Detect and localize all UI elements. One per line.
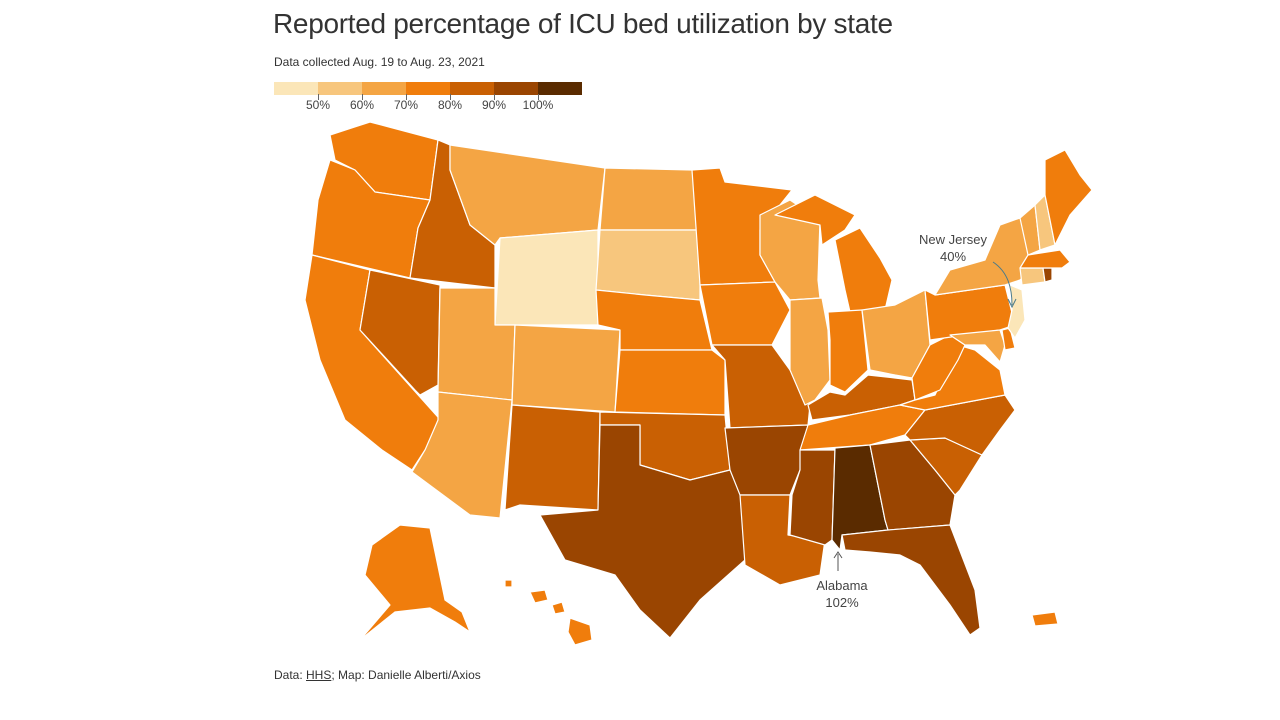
state-rhode-island[interactable] <box>1042 267 1053 283</box>
legend-swatch <box>538 82 582 95</box>
legend-swatch <box>450 82 494 95</box>
arrow-up-icon <box>833 551 843 559</box>
legend-swatch <box>362 82 406 95</box>
annotation-alabama-name: Alabama <box>816 578 868 593</box>
state-florida[interactable] <box>841 524 981 636</box>
state-delaware[interactable] <box>1001 327 1016 351</box>
state-maryland[interactable] <box>949 329 1006 363</box>
legend-swatches <box>274 82 582 95</box>
legend-labels: 50% 60% 70% 80% 90% 100% <box>274 94 582 112</box>
legend-tick <box>362 94 363 100</box>
state-louisiana[interactable] <box>739 494 826 586</box>
annotation-alabama-value: 102% <box>825 595 859 610</box>
legend-tick <box>494 94 495 100</box>
state-north-dakota[interactable] <box>599 167 701 231</box>
source-credit: Data: HHS; Map: Danielle Alberti/Axios <box>274 668 481 682</box>
legend-swatch <box>318 82 362 95</box>
state-michigan[interactable] <box>774 194 893 313</box>
legend-swatch <box>274 82 318 95</box>
legend-label: 80% <box>437 98 463 112</box>
state-colorado[interactable] <box>511 324 621 413</box>
state-maine[interactable] <box>1044 149 1093 246</box>
state-connecticut[interactable] <box>1019 267 1046 286</box>
annotation-new-jersey-name: New Jersey <box>919 232 987 247</box>
legend-label: 50% <box>305 98 331 112</box>
annotation-new-jersey-arrow <box>992 261 1013 306</box>
legend-swatch <box>494 82 538 95</box>
source-prefix: Data: <box>274 668 307 682</box>
state-kansas[interactable] <box>614 349 726 416</box>
annotation-new-jersey-value: 40% <box>940 249 966 264</box>
legend-swatch <box>406 82 450 95</box>
state-south-dakota[interactable] <box>595 229 701 301</box>
state-massachusetts[interactable] <box>1019 249 1071 269</box>
state-arizona[interactable] <box>411 391 513 519</box>
annotation-alabama: Alabama 102% <box>816 551 868 610</box>
state-wyoming[interactable] <box>494 229 599 326</box>
legend-label: 70% <box>393 98 419 112</box>
legend-tick <box>538 94 539 100</box>
source-suffix: ; Map: Danielle Alberti/Axios <box>331 668 481 682</box>
arrow-down-icon <box>1007 298 1017 309</box>
color-legend: 50% 60% 70% 80% 90% 100% <box>274 82 582 112</box>
map-title: Reported percentage of ICU bed utilizati… <box>273 8 893 39</box>
source-link-hhs[interactable]: HHS <box>306 668 332 682</box>
legend-label: 100% <box>522 98 554 112</box>
map-subtitle: Data collected Aug. 19 to Aug. 23, 2021 <box>274 55 485 69</box>
state-iowa[interactable] <box>699 281 791 346</box>
state-new-mexico[interactable] <box>504 404 601 511</box>
legend-tick <box>406 94 407 100</box>
state-virginia[interactable] <box>899 344 1006 411</box>
state-hawaii[interactable] <box>504 579 593 646</box>
annotation-new-jersey: New Jersey 40% <box>919 232 1017 309</box>
legend-label: 90% <box>481 98 507 112</box>
state-alaska[interactable] <box>359 524 471 641</box>
legend-label: 60% <box>349 98 375 112</box>
state-nevada[interactable] <box>359 269 441 396</box>
state-missouri[interactable] <box>711 344 811 429</box>
state-illinois[interactable] <box>789 297 831 406</box>
legend-tick <box>318 94 319 100</box>
state-puerto-rico[interactable] <box>1031 611 1059 627</box>
state-texas[interactable] <box>539 424 746 639</box>
state-west-virginia[interactable] <box>911 334 966 401</box>
legend-tick <box>450 94 451 100</box>
